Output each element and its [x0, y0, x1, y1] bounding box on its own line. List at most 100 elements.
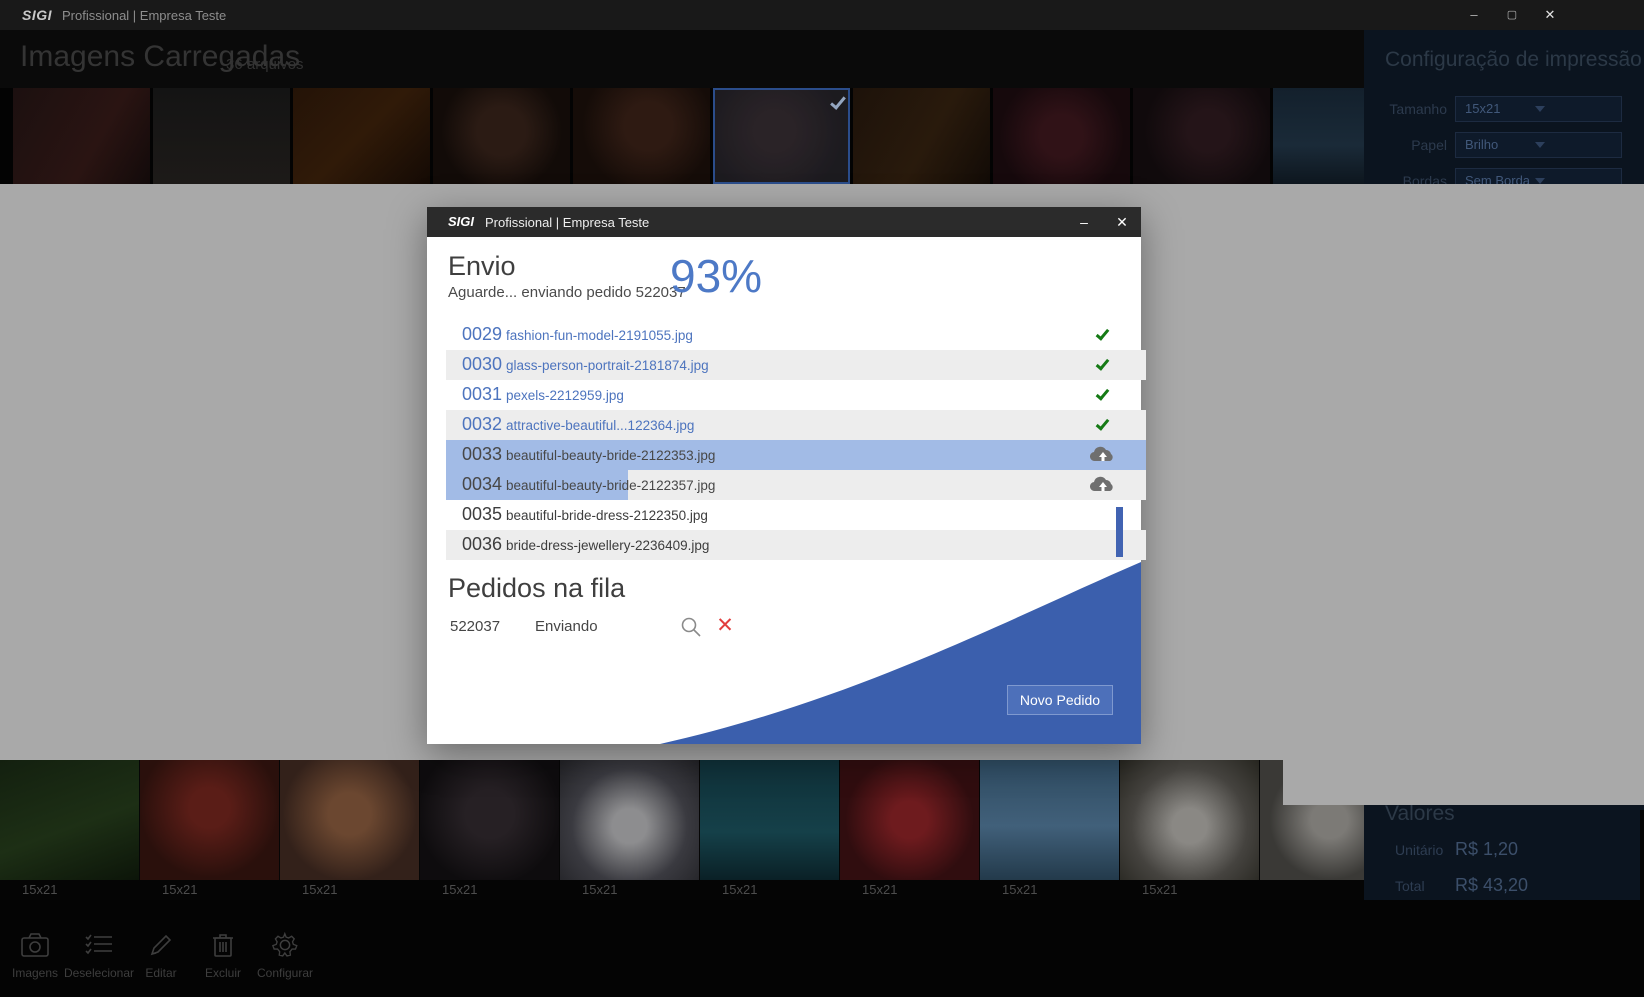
thumbnail[interactable]: [1273, 88, 1364, 184]
main-titlebar: SIGI Profissional | Empresa Teste – ▢ ✕: [0, 0, 1644, 30]
file-row[interactable]: 0034 beautiful-beauty-bride-2122357.jpg: [446, 470, 1146, 500]
thumbnail[interactable]: [853, 88, 990, 184]
upload-dialog: SIGI Profissional | Empresa Teste – ✕ En…: [427, 207, 1141, 744]
thumbnail[interactable]: [700, 760, 839, 880]
thumbnail-size-label: 15x21: [162, 882, 197, 897]
file-row[interactable]: 0032 attractive-beautiful...122364.jpg: [446, 410, 1146, 440]
top-thumbnail-strip: [0, 88, 1364, 184]
file-name: beautiful-beauty-bride-2122353.jpg: [506, 448, 715, 463]
upload-section-title: Envio: [448, 251, 516, 282]
upload-file-list: 0029 fashion-fun-model-2191055.jpg 0030 gla…: [446, 320, 1146, 560]
file-name: pexels-2212959.jpg: [506, 388, 624, 403]
file-number: 0034: [462, 474, 502, 495]
file-row[interactable]: 0030 glass-person-portrait-2181874.jpg: [446, 350, 1146, 380]
print-config-title: Configuração de impressão: [1385, 48, 1642, 72]
thumbnail-size-label: 15x21: [1002, 882, 1037, 897]
file-name: beautiful-bride-dress-2122350.jpg: [506, 508, 708, 523]
thumbnail[interactable]: [560, 760, 699, 880]
value-amount: R$ 43,20: [1455, 875, 1528, 896]
maximize-icon[interactable]: ▢: [1498, 5, 1526, 25]
dialog-close-icon[interactable]: ✕: [1109, 211, 1135, 233]
thumbnail-selected[interactable]: [713, 88, 850, 184]
camera-icon: [20, 932, 50, 958]
checklist-icon: [84, 932, 114, 958]
file-row[interactable]: 0029 fashion-fun-model-2191055.jpg: [446, 320, 1146, 350]
file-row[interactable]: 0033 beautiful-beauty-bride-2122353.jpg: [446, 440, 1146, 470]
file-number: 0033: [462, 444, 502, 465]
file-name: beautiful-beauty-bride-2122357.jpg: [506, 478, 715, 493]
file-number: 0029: [462, 324, 502, 345]
file-name: fashion-fun-model-2191055.jpg: [506, 328, 693, 343]
thumbnail-size-label: 15x21: [862, 882, 897, 897]
thumbnail[interactable]: [980, 760, 1119, 880]
app-logo: SIGI: [22, 7, 52, 23]
thumbnail[interactable]: [1120, 760, 1259, 880]
value-label: Total: [1395, 878, 1425, 894]
value-label: Unitário: [1395, 842, 1443, 858]
file-number: 0035: [462, 504, 502, 525]
dialog-titlebar: SIGI Profissional | Empresa Teste – ✕: [427, 207, 1141, 237]
thumbnail[interactable]: [993, 88, 1130, 184]
bottom-thumbnail-strip: [0, 760, 1364, 880]
size-label-row: 15x21 15x21 15x21 15x21 15x21 15x21 15x21 15x21…: [0, 882, 1364, 900]
thumbnail[interactable]: [153, 88, 290, 184]
thumbnail[interactable]: [0, 760, 139, 880]
toolbar-label: Configurar: [240, 966, 330, 980]
list-scrollbar[interactable]: [1116, 507, 1123, 557]
check-icon: [1096, 386, 1110, 400]
thumbnail-size-label: 15x21: [22, 882, 57, 897]
check-icon: [1096, 356, 1110, 370]
order-status: Enviando: [535, 618, 598, 635]
config-label-papel: Papel: [1364, 137, 1447, 153]
new-order-button[interactable]: Novo Pedido: [1007, 685, 1113, 715]
thumbnail-size-label: 15x21: [442, 882, 477, 897]
close-icon[interactable]: ✕: [1536, 5, 1564, 25]
values-title: Valores: [1385, 802, 1455, 826]
app-window: SIGI Profissional | Empresa Teste – ▢ ✕ …: [0, 0, 1644, 997]
thumbnail[interactable]: [573, 88, 710, 184]
file-name: glass-person-portrait-2181874.jpg: [506, 358, 709, 373]
dialog-minimize-icon[interactable]: –: [1071, 211, 1097, 233]
modal-overlay-right: [1283, 760, 1644, 805]
selected-check-icon: [830, 93, 846, 110]
cloud-upload-icon: [1090, 444, 1116, 466]
thumbnail[interactable]: [433, 88, 570, 184]
file-name: bride-dress-jewellery-2236409.jpg: [506, 538, 709, 553]
check-icon: [1096, 416, 1110, 430]
file-row[interactable]: 0031pexels-2212959.jpg: [446, 380, 1146, 410]
chevron-down-icon: [1535, 142, 1545, 148]
thumbnail[interactable]: [840, 760, 979, 880]
thumbnail[interactable]: [140, 760, 279, 880]
minimize-icon[interactable]: –: [1460, 5, 1488, 25]
file-row[interactable]: 0035 beautiful-bride-dress-2122350.jpg: [446, 500, 1146, 530]
upload-progress-percent: 93%: [670, 249, 762, 303]
dialog-title: Profissional | Empresa Teste: [485, 215, 649, 230]
thumbnail-size-label: 15x21: [722, 882, 757, 897]
cloud-upload-icon: [1090, 474, 1116, 496]
thumbnail[interactable]: [13, 88, 150, 184]
file-count: 36 arquivos: [226, 56, 304, 73]
thumbnail[interactable]: [420, 760, 559, 880]
delete-order-icon[interactable]: ✕: [713, 613, 737, 639]
thumbnail-size-label: 15x21: [582, 882, 617, 897]
pencil-icon: [148, 932, 174, 958]
file-number: 0032: [462, 414, 502, 435]
gear-icon: [271, 932, 299, 958]
thumbnail-size-label: 15x21: [1142, 882, 1177, 897]
thumbnail[interactable]: [293, 88, 430, 184]
dialog-logo: SIGI: [448, 214, 474, 229]
file-name: attractive-beautiful...122364.jpg: [506, 418, 694, 433]
thumbnail[interactable]: [280, 760, 419, 880]
file-row[interactable]: 0036 bride-dress-jewellery-2236409.jpg: [446, 530, 1146, 560]
search-icon[interactable]: [679, 615, 703, 639]
thumbnail-size-label: 15x21: [302, 882, 337, 897]
upload-status-text: Aguarde... enviando pedido 522037: [448, 284, 686, 301]
file-number: 0030: [462, 354, 502, 375]
value-amount: R$ 1,20: [1455, 839, 1518, 860]
file-number: 0036: [462, 534, 502, 555]
trash-icon: [211, 932, 235, 958]
thumbnail[interactable]: [1133, 88, 1270, 184]
toolbar-configurar-button[interactable]: Configurar: [240, 932, 330, 980]
app-title: Profissional | Empresa Teste: [62, 8, 226, 23]
queue-row: 522037Enviando✕: [427, 612, 1127, 642]
